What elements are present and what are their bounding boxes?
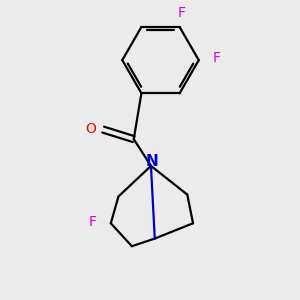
Text: F: F — [213, 51, 221, 65]
Text: F: F — [88, 215, 97, 229]
Text: F: F — [178, 6, 185, 20]
Text: N: N — [146, 154, 158, 169]
Text: O: O — [85, 122, 96, 136]
